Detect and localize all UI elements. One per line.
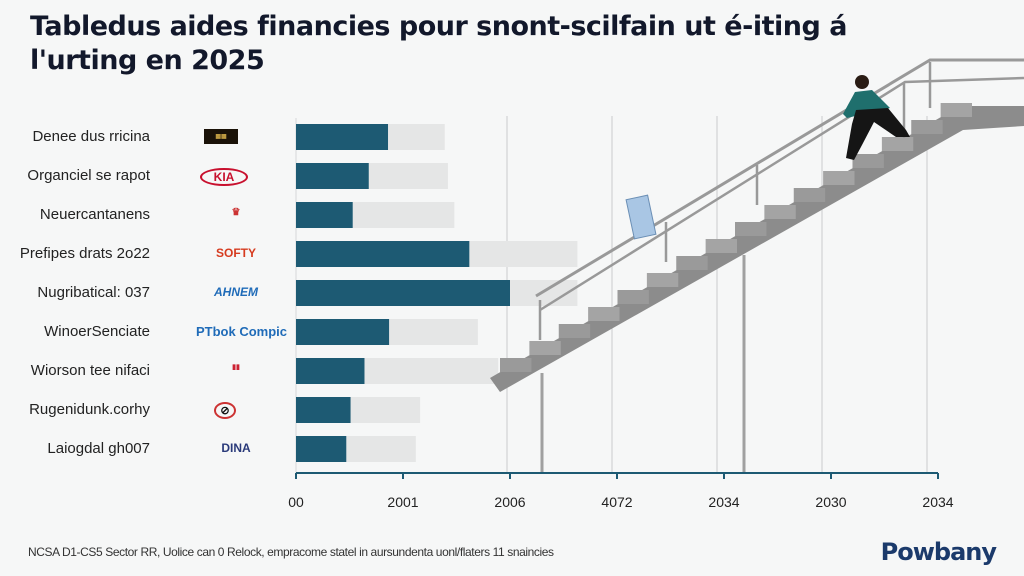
booklet-icon [625,194,657,240]
category-logo: ▮▮ [232,364,240,371]
bar-secondary [350,397,421,423]
bar-secondary [352,202,455,228]
bar-primary [296,436,347,462]
bar-secondary [346,436,416,462]
stair-step [852,154,884,168]
bar-primary [296,280,510,306]
bar-secondary [469,241,578,267]
category-label: Laiogdal gh007 [47,440,150,457]
bar-secondary [388,124,445,150]
stair-step [793,188,826,202]
category-label: Neuercantanens [39,206,150,223]
category-logo: SOFTY [215,246,256,260]
stair-step [529,341,561,355]
stair-step [558,324,591,338]
category-logo: PTbok Compic [196,324,288,339]
handrail-top [535,58,1024,298]
x-tick-label: 4072 [601,494,633,510]
category-logo: DINA [221,441,251,455]
stair-step [823,171,855,185]
category-label: Wiorson tee nifaci [30,362,150,379]
x-tick-label: 2034 [922,494,954,510]
category-label: WinoerSenciate [44,323,150,340]
x-tick-label: 2001 [387,494,419,510]
bar-secondary [389,319,478,345]
stair-step [617,290,649,304]
stair-step [705,239,737,253]
stair-step [735,222,767,236]
category-label: Prefipes drats 2o22 [19,245,150,262]
x-tick-label: 00 [288,494,304,510]
x-tick-label: 2030 [815,494,847,510]
stair-stringer [490,106,1024,392]
stair-step [764,205,796,219]
person-torso [843,90,890,118]
person-head [855,75,869,89]
bar-primary [296,397,351,423]
stair-step [646,273,679,287]
chart-title: Tabledus aides financies pour snont-scil… [30,11,847,76]
bar-primary [296,319,390,345]
category-logo: AHNEM [214,285,258,299]
bar-secondary [364,358,499,384]
category-label: Rugenidunk.corhy [29,401,150,418]
x-tick-label: 2006 [494,494,526,510]
stair-step [911,120,943,134]
stair-step [500,358,532,372]
category-logo: ⊘ [214,402,236,419]
stair-step [588,307,620,321]
category-logo: ♛ [231,207,241,218]
person-legs [846,108,910,160]
bar-primary [296,202,353,228]
category-label: Organciel se rapot [27,167,150,184]
bar-primary [296,241,470,267]
x-tick-label: 2034 [708,494,740,510]
bar-primary [296,163,369,189]
bar-primary [296,358,365,384]
category-label: Nugribatical: 037 [37,284,150,301]
category-logo: KIA [200,168,248,186]
brand-logo: Powbany [880,538,997,566]
category-logo: ▦▦ [204,129,238,144]
bar-primary [296,124,389,150]
category-label: Denee dus rricina [32,128,150,145]
footer-note: NCSA D1-CS5 Sector RR, Uolice can 0 Relo… [28,545,554,559]
stair-step [940,103,972,117]
bar-secondary [368,163,448,189]
stair-step [676,256,708,270]
stair-step [881,137,914,151]
